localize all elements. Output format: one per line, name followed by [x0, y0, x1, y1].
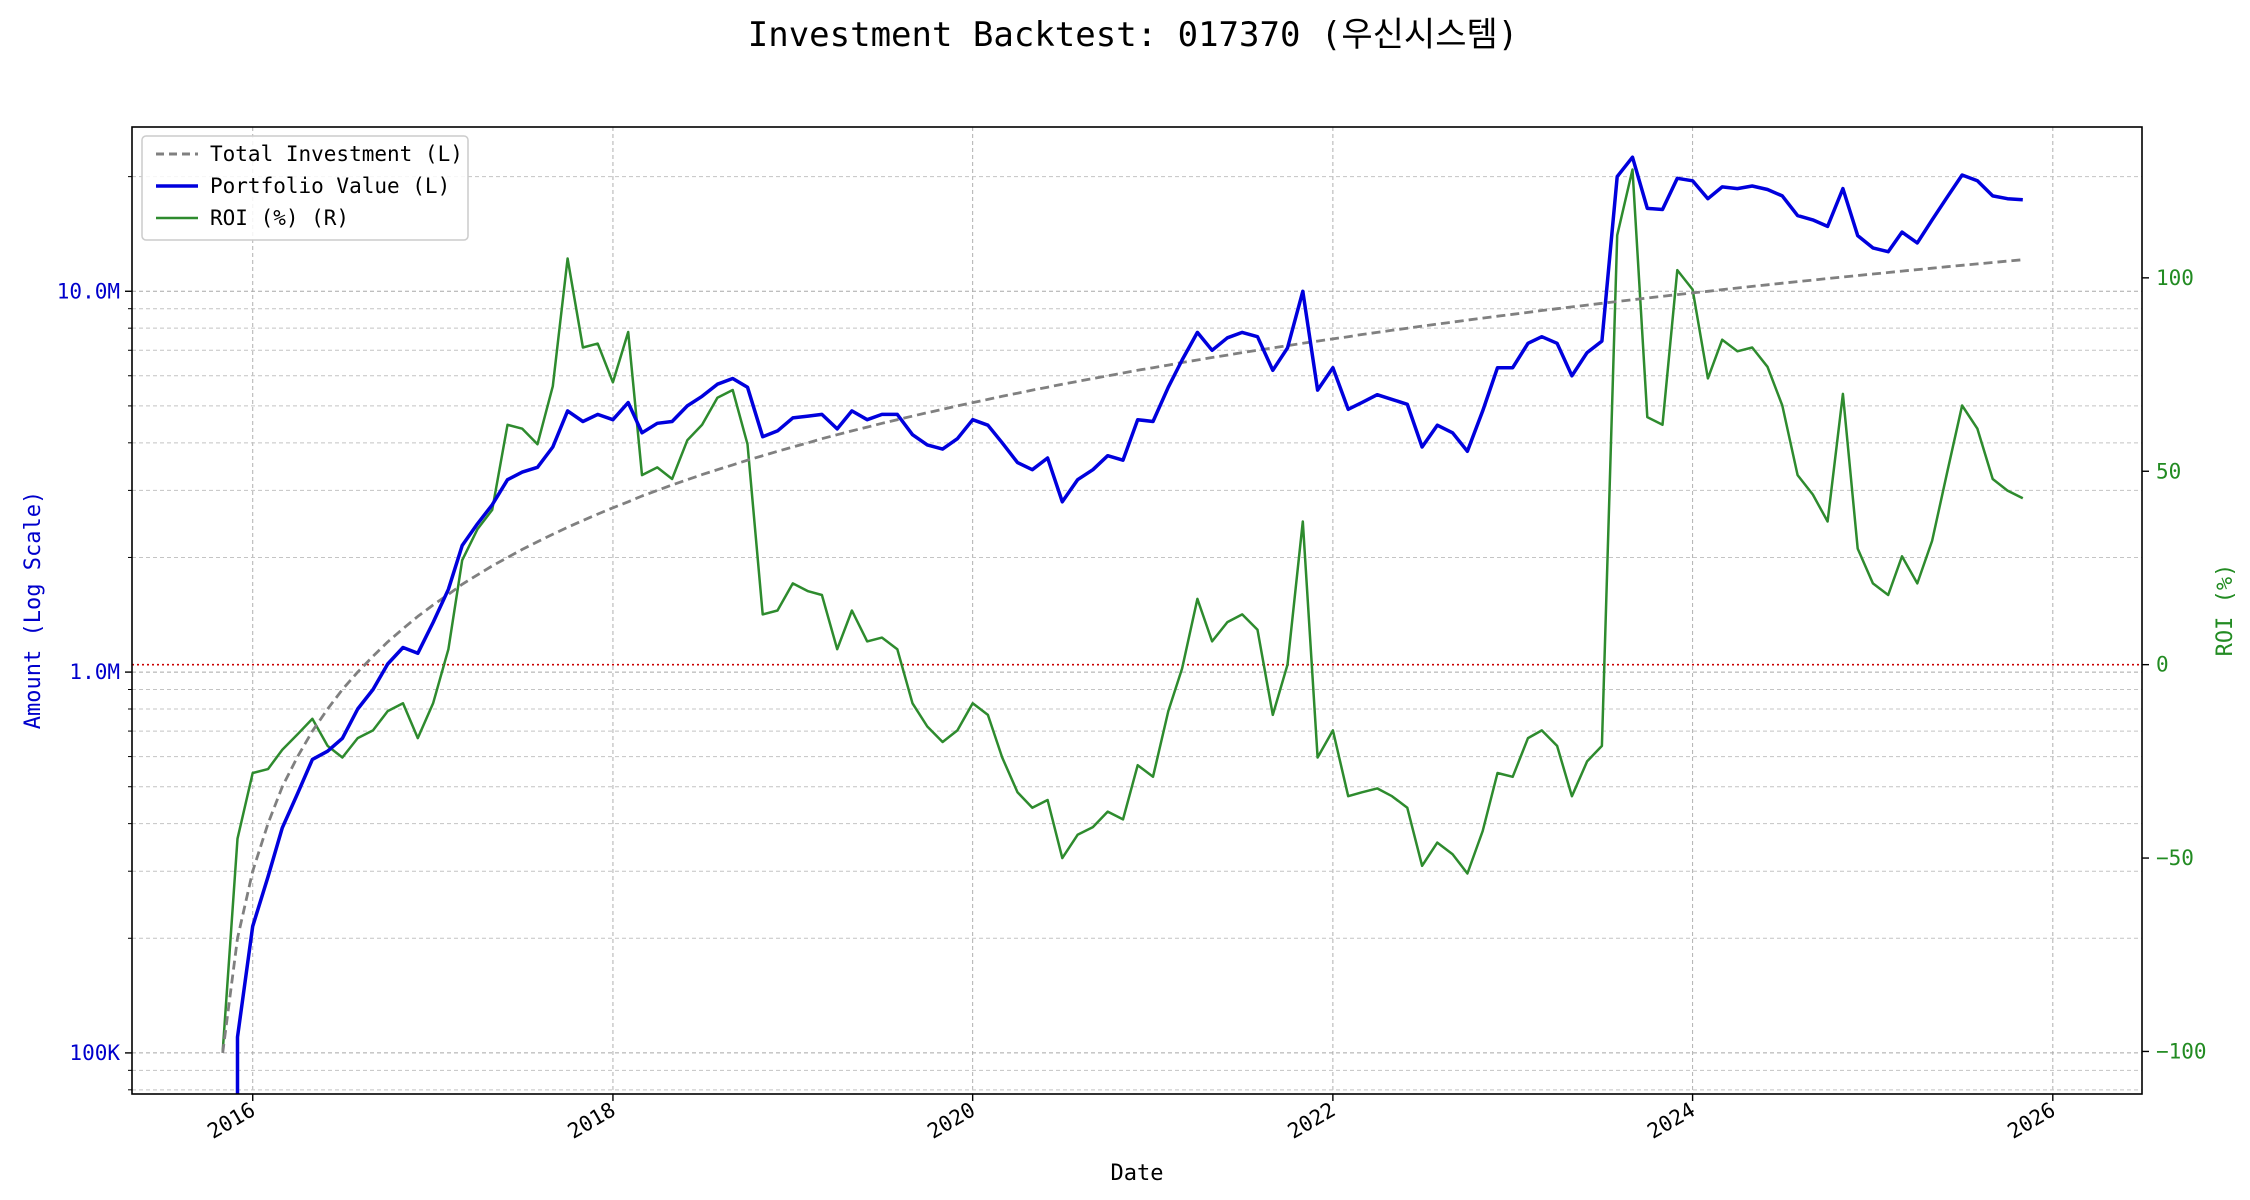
legend: Total Investment (L) Portfolio Value (L)…	[141, 135, 469, 241]
right-axis-label: ROI (%)	[2213, 564, 2238, 657]
right-axis-ticks: −100 −50 0 50 100	[2142, 266, 2207, 1063]
left-axis-ticks: 100K 1.0M 10.0M	[57, 176, 132, 1091]
chart-title: Investment Backtest: 017370 (우신시스템)	[748, 15, 1519, 55]
legend-label-portfolio-value: Portfolio Value (L)	[210, 174, 450, 198]
right-tick-label: −100	[2156, 1039, 2207, 1063]
legend-label-total-investment: Total Investment (L)	[210, 142, 463, 166]
left-axis-label: Amount (Log Scale)	[21, 491, 46, 729]
portfolio-value-line	[235, 155, 2023, 1094]
right-tick-label: 50	[2156, 459, 2181, 483]
plot-frame	[131, 126, 2143, 1095]
left-tick-label: 10.0M	[57, 279, 120, 303]
total-investment-line	[221, 258, 2023, 1054]
legend-label-roi: ROI (%) (R)	[210, 206, 349, 230]
right-tick-label: 100	[2156, 266, 2194, 290]
roi-line	[221, 168, 2024, 1052]
series-layer	[221, 155, 2024, 1094]
right-tick-label: 0	[2156, 653, 2169, 677]
left-tick-label: 1.0M	[69, 660, 120, 684]
legend-box	[141, 135, 469, 241]
grid-lines	[132, 127, 2142, 1094]
right-tick-label: −50	[2156, 846, 2194, 870]
x-axis-label: Date	[1111, 1161, 1164, 1186]
left-tick-label: 100K	[69, 1041, 120, 1065]
